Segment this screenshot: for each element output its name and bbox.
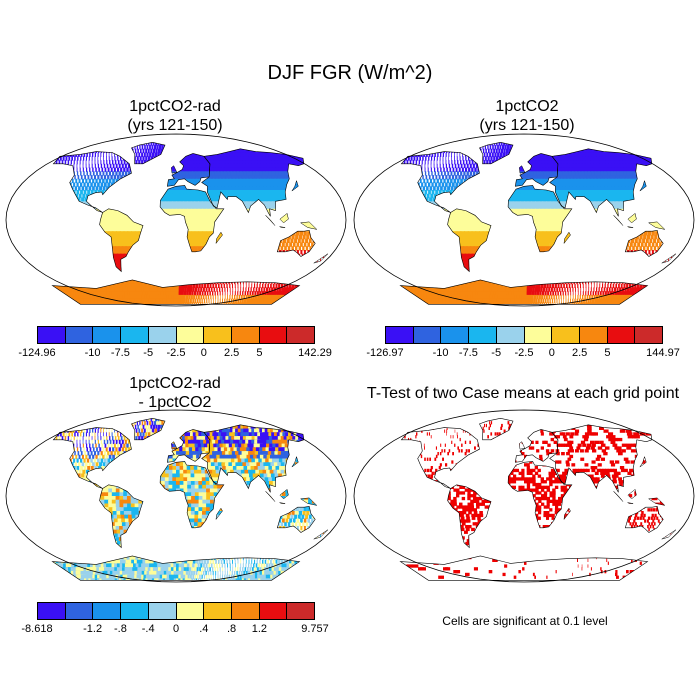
colorbar-swatch	[386, 327, 414, 343]
panel-2-colorbar	[385, 326, 663, 344]
panel-1-map	[5, 133, 347, 307]
colorbar-swatch	[121, 603, 149, 619]
panel-4-title-line1: T-Test of two Case means at each grid po…	[366, 385, 680, 402]
colorbar-swatch	[524, 327, 553, 343]
colorbar-swatch	[176, 327, 205, 343]
colorbar-tick-label: .4	[199, 623, 209, 635]
colorbar-swatch	[231, 603, 260, 619]
colorbar-tick-label: -.4	[141, 623, 155, 635]
colorbar-tick-label: 9.757	[301, 623, 329, 635]
figure-title: DJF FGR (W/m^2)	[267, 62, 433, 84]
colorbar-swatch	[441, 327, 470, 343]
panel-2-colorbar-labels: -126.97 -10 -7.5 -5 -2.5 0 2.5 5 144.97	[366, 347, 679, 361]
panel-2-title-line1: 1pctCO2	[495, 98, 559, 115]
colorbar-swatch	[121, 327, 149, 343]
colorbar-tick-label: 144.97	[646, 347, 680, 359]
colorbar-tick-label: -.8	[113, 623, 127, 635]
colorbar-tick-label: -2.5	[514, 347, 534, 359]
panel-2-map	[353, 133, 695, 307]
colorbar-swatch	[204, 327, 232, 343]
colorbar-tick-label: 5	[256, 347, 263, 359]
colorbar-tick-label: -5	[143, 347, 154, 359]
colorbar-tick-label: 1.2	[251, 623, 268, 635]
colorbar-swatch	[259, 603, 288, 619]
colorbar-swatch	[93, 327, 122, 343]
colorbar-tick-label: -126.97	[366, 347, 404, 359]
panel-3-title-line2: - 1pctCO2	[138, 394, 212, 411]
colorbar-swatch	[469, 327, 497, 343]
colorbar-swatch	[413, 327, 442, 343]
colorbar-tick-label: 142.29	[298, 347, 332, 359]
colorbar-swatch	[93, 603, 122, 619]
panel-1-title: 1pctCO2-rad (yrs 121-150)	[5, 97, 345, 135]
colorbar-swatch	[552, 327, 580, 343]
colorbar-swatch	[579, 327, 608, 343]
panel-2-title: 1pctCO2 (yrs 121-150)	[357, 97, 697, 135]
panel-1-colorbar-labels: -124.96 -10 -7.5 -5 -2.5 0 2.5 5 142.29	[18, 347, 331, 361]
significance-note: Cells are significant at 0.1 level	[442, 614, 608, 628]
colorbar-swatch	[231, 327, 260, 343]
colorbar-tick-label: 2.5	[223, 347, 240, 359]
colorbar-swatch	[635, 327, 663, 343]
colorbar-tick-label: 2.5	[571, 347, 588, 359]
colorbar-tick-label: -2.5	[166, 347, 186, 359]
colorbar-swatch	[287, 603, 315, 619]
colorbar-tick-label: -1.2	[83, 623, 103, 635]
colorbar-swatch	[287, 327, 315, 343]
colorbar-tick-label: -10	[84, 347, 101, 359]
colorbar-tick-label: 0	[172, 623, 180, 635]
panel-3-colorbar-labels: -8.618 -1.2 -.8 -.4 0 .4 .8 1.2 9.757	[21, 623, 328, 637]
colorbar-tick-label: -7.5	[110, 347, 130, 359]
colorbar-tick-label: 0	[200, 347, 207, 359]
colorbar-tick-label: -124.96	[18, 347, 56, 359]
panel-2-title-line2: (yrs 121-150)	[479, 117, 575, 134]
panel-1-title-line1: 1pctCO2-rad	[129, 98, 221, 115]
panel-3-title-line1: 1pctCO2-rad	[129, 375, 221, 392]
colorbar-swatch	[176, 603, 205, 619]
panel-4-map	[353, 409, 695, 583]
colorbar-tick-label: .8	[227, 623, 237, 635]
colorbar-tick-label: 5	[604, 347, 611, 359]
panel-3-title: 1pctCO2-rad - 1pctCO2	[5, 374, 345, 412]
colorbar-swatch	[148, 327, 177, 343]
colorbar-tick-label: -7.5	[458, 347, 478, 359]
panel-1-title-line2: (yrs 121-150)	[127, 117, 223, 134]
colorbar-swatch	[38, 603, 66, 619]
panel-4-title: T-Test of two Case means at each grid po…	[353, 384, 693, 403]
colorbar-tick-label: -5	[491, 347, 502, 359]
panel-3-colorbar	[37, 602, 315, 620]
colorbar-swatch	[38, 327, 66, 343]
colorbar-swatch	[496, 327, 525, 343]
panel-3-map	[5, 409, 347, 583]
colorbar-swatch	[259, 327, 288, 343]
panel-1-colorbar	[37, 326, 315, 344]
colorbar-tick-label: -8.618	[21, 623, 53, 635]
colorbar-tick-label: -10	[432, 347, 449, 359]
colorbar-swatch	[65, 603, 94, 619]
colorbar-swatch	[204, 603, 232, 619]
colorbar-swatch	[607, 327, 636, 343]
colorbar-tick-label: 0	[548, 347, 555, 359]
colorbar-swatch	[65, 327, 94, 343]
colorbar-swatch	[148, 603, 177, 619]
